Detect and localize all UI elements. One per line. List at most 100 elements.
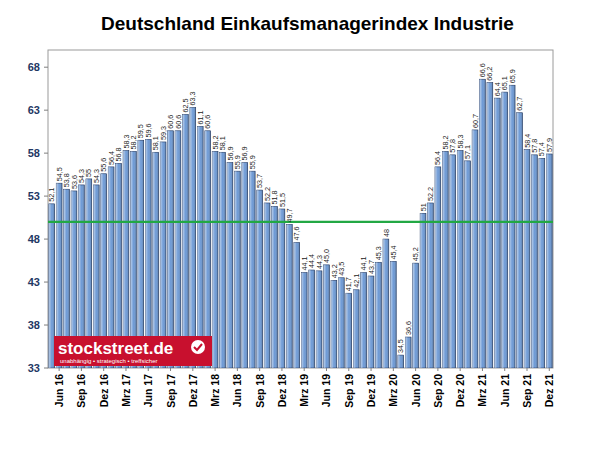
y-tick — [44, 368, 48, 369]
bar — [487, 83, 493, 368]
bar-shade — [182, 114, 188, 368]
bar-shade — [294, 243, 300, 368]
bar-shade — [487, 83, 493, 368]
bar — [428, 203, 434, 368]
y-tick-label: 63 — [28, 104, 40, 116]
data-label: 52,2 — [426, 187, 435, 201]
bar — [331, 280, 337, 368]
x-tick — [460, 368, 461, 371]
data-label: 51 — [419, 203, 428, 211]
data-label: 53,7 — [255, 174, 264, 188]
data-label: 45,4 — [389, 245, 398, 259]
x-tick-label: Mrz 17 — [120, 374, 132, 407]
bar-shade — [220, 152, 226, 368]
bar-shade — [175, 131, 181, 368]
bar-shade — [376, 262, 382, 368]
x-tick-label: Mrz 19 — [298, 374, 310, 407]
logo-check — [194, 344, 202, 350]
x-tick — [215, 368, 216, 371]
bar — [532, 155, 538, 368]
x-tick — [237, 368, 238, 371]
x-tick — [125, 368, 126, 371]
y-tick-label: 58 — [28, 147, 40, 159]
bar — [494, 98, 500, 368]
bar-shade — [405, 337, 411, 368]
data-label: 62,7 — [515, 97, 524, 111]
x-tick-label: Sep 19 — [343, 374, 355, 408]
data-label: 57,1 — [463, 145, 472, 159]
bar — [153, 152, 159, 368]
bar — [472, 130, 478, 368]
bar-shade — [286, 224, 292, 368]
bar — [190, 108, 196, 368]
bar-shade — [301, 273, 307, 368]
x-tick — [504, 368, 505, 371]
data-label: 49,7 — [285, 208, 294, 222]
bar-shade — [428, 203, 434, 368]
bar-shade — [131, 151, 137, 368]
bar-shade — [413, 263, 419, 368]
bar-shade — [242, 163, 248, 368]
bar — [346, 293, 352, 368]
logo-box — [54, 336, 212, 366]
x-tick-label: Dez 17 — [187, 374, 199, 407]
bar-shade — [361, 273, 367, 368]
y-tick — [44, 325, 48, 326]
bar-shade — [532, 155, 538, 368]
bar-shade — [227, 163, 233, 368]
bar — [220, 152, 226, 368]
bar — [324, 265, 330, 368]
bar-shade — [338, 278, 344, 368]
bar — [361, 273, 367, 368]
bar-shade — [212, 151, 218, 368]
data-label: 51,5 — [278, 193, 287, 207]
logo-text: stockstreet.de — [58, 339, 173, 358]
x-tick — [170, 368, 171, 371]
y-tick — [44, 239, 48, 240]
bar-shade — [153, 152, 159, 368]
bar-shade — [346, 293, 352, 368]
bar — [502, 92, 508, 368]
bar — [145, 139, 151, 368]
y-tick-label: 38 — [28, 319, 40, 331]
chart: Deutschland Einkaufsmanagerindex Industr… — [0, 0, 595, 451]
bar — [131, 151, 137, 368]
x-tick-label: Sep 16 — [75, 374, 87, 408]
bar-shade — [279, 209, 285, 368]
bar-shade — [442, 151, 448, 368]
x-tick — [437, 368, 438, 371]
bar-shade — [368, 276, 374, 368]
x-tick — [304, 368, 305, 371]
bar-shade — [398, 355, 404, 368]
bar-shade — [257, 190, 263, 368]
x-tick — [192, 368, 193, 371]
data-label: 66,2 — [485, 67, 494, 81]
bar — [182, 114, 188, 368]
x-tick-label: Sep 17 — [165, 374, 177, 408]
bar-shade — [465, 161, 471, 368]
bar — [168, 131, 174, 368]
data-label: 43,5 — [337, 262, 346, 276]
y-tick-label: 53 — [28, 190, 40, 202]
bar-shade — [49, 204, 55, 368]
x-tick-label: Mrz 20 — [387, 374, 399, 407]
x-tick — [371, 368, 372, 371]
bar-shade — [390, 261, 396, 368]
x-tick-label: Jun 21 — [499, 374, 511, 407]
bar-shade — [539, 158, 545, 368]
bar — [242, 163, 248, 368]
background — [0, 0, 595, 451]
bar-shade — [509, 85, 515, 368]
bar — [524, 150, 530, 368]
bar-shade — [331, 280, 337, 368]
bar — [457, 151, 463, 368]
data-label: 45,2 — [411, 247, 420, 261]
bar-shade — [190, 108, 196, 368]
bar — [257, 190, 263, 368]
bar-shade — [168, 131, 174, 368]
x-tick-label: Mrz 21 — [476, 374, 488, 407]
bar — [435, 167, 441, 368]
bars — [48, 79, 553, 368]
bar — [227, 163, 233, 368]
x-tick-label: Mrz 18 — [209, 374, 221, 407]
